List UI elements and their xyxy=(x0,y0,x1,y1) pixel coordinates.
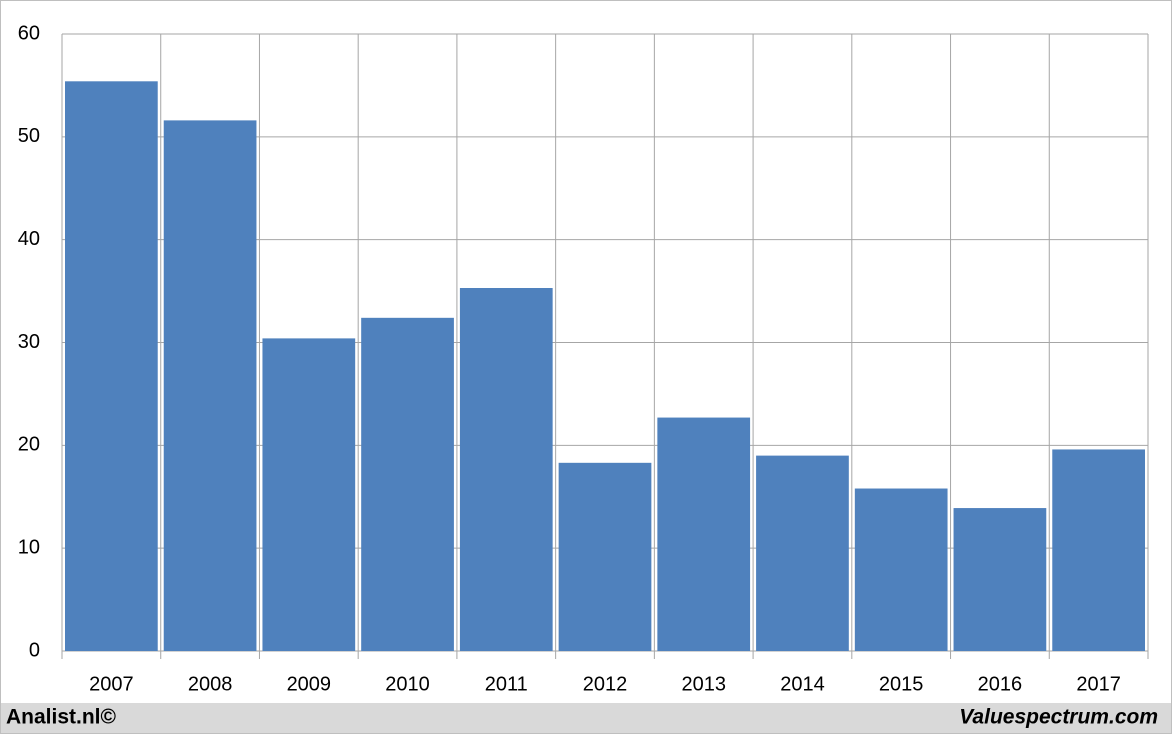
y-tick-label: 60 xyxy=(18,22,40,44)
bar xyxy=(558,462,652,651)
y-tick-label: 40 xyxy=(18,228,40,250)
x-tick-label: 2016 xyxy=(978,673,1023,695)
y-tick-label: 20 xyxy=(18,434,40,456)
x-tick-label: 2017 xyxy=(1076,673,1121,695)
bar xyxy=(459,287,553,651)
bar xyxy=(657,417,751,651)
bar xyxy=(65,81,158,651)
y-tick-label: 10 xyxy=(18,536,40,558)
x-tick-label: 2014 xyxy=(780,673,825,695)
bar xyxy=(953,508,1047,651)
bar xyxy=(262,338,356,651)
bar xyxy=(361,317,454,651)
footer-left: Analist.nl© xyxy=(6,706,117,729)
x-tick-label: 2007 xyxy=(89,673,134,695)
bar xyxy=(1052,449,1145,651)
x-tick-label: 2012 xyxy=(583,673,628,695)
footer-right: Valuespectrum.com xyxy=(959,706,1158,729)
bar xyxy=(756,455,849,651)
bar xyxy=(854,488,948,651)
y-tick-label: 0 xyxy=(29,639,40,661)
y-tick-label: 30 xyxy=(18,331,40,353)
x-tick-label: 2015 xyxy=(879,673,924,695)
x-tick-label: 2009 xyxy=(287,673,332,695)
x-tick-label: 2013 xyxy=(681,673,726,695)
x-tick-label: 2011 xyxy=(485,673,528,695)
x-tick-label: 2008 xyxy=(188,673,233,695)
x-tick-label: 2010 xyxy=(385,673,430,695)
footer-band xyxy=(1,703,1171,733)
y-tick-label: 50 xyxy=(18,125,40,147)
bar xyxy=(163,120,257,651)
